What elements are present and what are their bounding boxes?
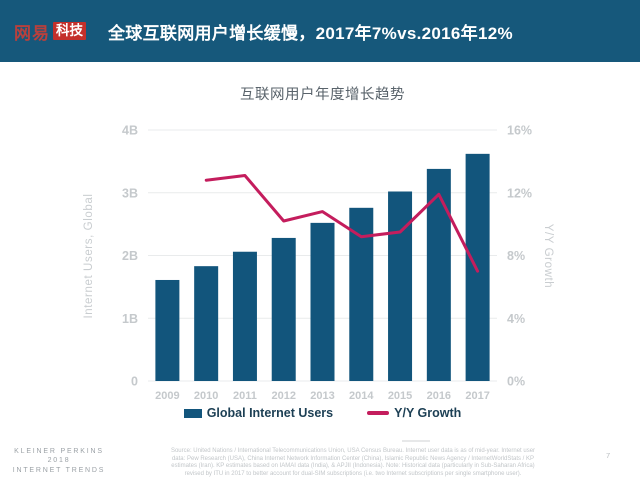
brand-line-1: KLEINER PERKINS: [14, 448, 104, 455]
x-axis-label: 2009: [155, 390, 179, 402]
bar-2009: [155, 279, 180, 381]
source-line: Source: United Nations / International T…: [170, 448, 536, 454]
source-line: data: Pew Research (USA), China Internet…: [171, 455, 535, 462]
page-title: 全球互联网用户增长缓慢，2017年7%vs.2016年12%: [108, 23, 513, 43]
netease-tech-logo[interactable]: 网易 科技: [14, 19, 86, 44]
footer-divider: [402, 440, 430, 442]
bar-2016: [426, 168, 451, 381]
bar-2011: [232, 251, 257, 381]
x-axis-label: 2011: [233, 390, 257, 402]
line-series-label: Y/Y Growth: [394, 406, 462, 420]
source-line: estimates (Iran). KP estimates based on …: [171, 463, 535, 470]
brand-line-3: INTERNET TRENDS: [12, 466, 106, 474]
bar-2013: [310, 222, 335, 381]
bar-2012: [271, 237, 296, 381]
tech-logo-badge: 科技: [53, 21, 86, 41]
left-axis-tick: 4B: [122, 124, 138, 138]
netease-logo-text: 网易: [14, 23, 50, 43]
x-axis-label: 2014: [349, 390, 374, 402]
page-number: 7: [606, 451, 611, 460]
x-axis-label: 2012: [271, 390, 295, 402]
x-axis-label: 2010: [194, 390, 218, 402]
left-axis-tick: 3B: [122, 186, 138, 200]
source-line: revised by ITU in 2017 to better account…: [184, 471, 522, 478]
legend-item-bar: Global Internet Users: [183, 406, 334, 420]
bar-2017: [465, 153, 490, 381]
chart-legend: Global Internet Users Y/Y Growth: [80, 405, 565, 421]
source-note: Source: United Nations / International T…: [152, 448, 554, 479]
chart-title: 互联网用户年度增长趋势: [240, 87, 405, 103]
right-axis-tick: 12%: [507, 186, 532, 200]
bar-series-label: Global Internet Users: [206, 406, 334, 420]
x-axis-label: 2017: [465, 390, 489, 402]
left-axis-tick: 1B: [122, 312, 138, 326]
right-axis-tick: 0%: [507, 375, 525, 389]
bar-2014: [349, 207, 374, 381]
right-axis-tick: 4%: [507, 312, 525, 326]
bar-series-swatch: [183, 408, 202, 418]
left-axis-tick: 0: [131, 375, 138, 389]
brand-line-2: 2018: [47, 457, 71, 465]
kleiner-perkins-logo: KLEINER PERKINS 2018 INTERNET TRENDS: [8, 447, 110, 475]
left-axis-tick: 2B: [122, 249, 138, 263]
bar-2010: [194, 266, 219, 381]
left-axis-title: Internet Users, Global: [83, 193, 95, 318]
right-axis-tick: 8%: [507, 249, 525, 263]
header-bar: 网易 科技 全球互联网用户增长缓慢，2017年7%vs.2016年12%: [0, 0, 640, 62]
line-series-swatch: [367, 411, 390, 415]
x-axis-label: 2015: [388, 390, 412, 402]
bar-2015: [388, 191, 413, 381]
legend-item-line: Y/Y Growth: [367, 406, 461, 420]
right-axis-title: Y/Y Growth: [542, 224, 554, 289]
growth-line: [204, 174, 480, 273]
x-axis-label: 2013: [310, 390, 334, 402]
internet-users-growth-chart: 4B 16% 3B 12% 2B 8% 1B 4% 0 0% 2009 2010 2011 2012 201…: [83, 124, 554, 403]
x-axis-label: 2016: [427, 390, 451, 402]
right-axis-tick: 16%: [507, 124, 532, 138]
